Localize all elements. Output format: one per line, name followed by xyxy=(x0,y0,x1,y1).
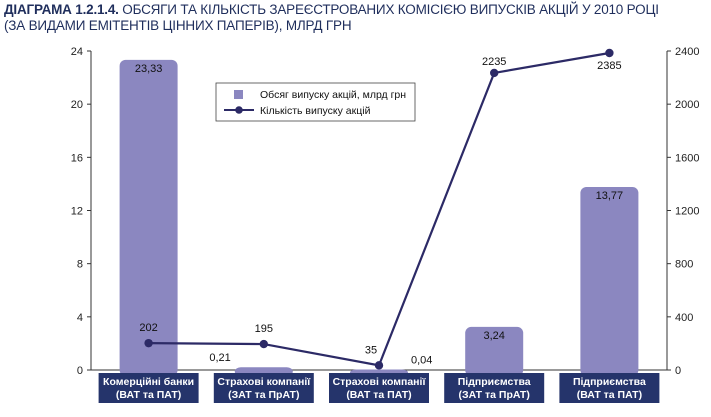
y-left-tick-label: 16 xyxy=(71,152,83,164)
chart-title-rest: ОБСЯГИ ТА КІЛЬКІСТЬ ЗАРЕЄСТРОВАНИХ КОМІС… xyxy=(118,2,659,17)
line-series xyxy=(144,48,614,370)
chart-title-bold: ДІАГРАМА 1.2.1.4. xyxy=(4,2,119,17)
category-label: Підприємства xyxy=(573,376,646,388)
y-left-tick-label: 8 xyxy=(77,259,83,271)
line-value-label: 195 xyxy=(255,323,273,335)
category-label-bg xyxy=(329,373,429,403)
category-label: Страхові компанії xyxy=(217,376,311,388)
line-point xyxy=(144,338,153,348)
legend-line-label: Кількість випуску акцій xyxy=(260,105,371,117)
category-label-bg xyxy=(559,373,660,403)
chart-title-line2: (ЗА ВИДАМИ ЕМІТЕНТІВ ЦІННИХ ПАПЕРІВ), МЛ… xyxy=(4,18,352,33)
line-point xyxy=(374,361,384,370)
bar xyxy=(580,186,639,376)
y-right-tick-label: 0 xyxy=(675,365,681,377)
y-right-tick-label: 800 xyxy=(675,259,693,271)
y-right-tick-label: 2000 xyxy=(675,99,699,111)
category-label: (ВАТ та ПАТ) xyxy=(116,389,181,401)
y-left-tick-label: 20 xyxy=(71,99,83,111)
y-left-tick-label: 24 xyxy=(71,46,83,58)
line-value-label: 2235 xyxy=(482,56,506,68)
y-right-tick-label: 1200 xyxy=(675,206,699,218)
line-point xyxy=(490,68,499,78)
y-right-tick-label: 2400 xyxy=(675,46,699,58)
axes: 0 4 8 12 16 20 24 0 400 800 1200 1600 2000 2400 xyxy=(71,46,700,377)
y-left-tick-label: 4 xyxy=(77,312,83,324)
y-left-tick-label: 0 xyxy=(77,365,83,377)
legend-bar-swatch xyxy=(234,90,243,99)
bar-value-label: 0,21 xyxy=(209,352,230,364)
bar-value-label: 23,33 xyxy=(135,63,163,75)
data-labels: 23,33 0,21 0,04 3,24 13,77 202 195 35 2235 2385 xyxy=(135,56,623,367)
line-point xyxy=(259,339,268,349)
line-point xyxy=(605,48,614,58)
category-labels: Комерційні банки(ВАТ та ПАТ)Страхові ком… xyxy=(98,373,660,403)
legend: Обсяг випуску акцій, млрд грн Кількість в… xyxy=(215,82,416,122)
line-value-label: 35 xyxy=(365,344,377,356)
y-left-tick-label: 12 xyxy=(71,206,83,218)
line-value-label: 2385 xyxy=(597,60,621,72)
bar xyxy=(119,59,178,376)
category-label: (ЗАТ та ПрАТ) xyxy=(228,389,299,401)
y-right-tick-label: 1600 xyxy=(675,152,699,164)
chart-title: ДІАГРАМА 1.2.1.4. ОБСЯГИ ТА КІЛЬКІСТЬ ЗА… xyxy=(4,2,704,34)
bar-value-label: 13,77 xyxy=(596,190,624,202)
legend-bar-label: Обсяг випуску акцій, млрд грн xyxy=(260,89,406,101)
category-label: (ВАТ та ПАТ) xyxy=(346,389,411,401)
bar-value-label: 3,24 xyxy=(483,330,504,342)
category-label-bg xyxy=(98,373,199,403)
category-label: (ВАТ та ПАТ) xyxy=(577,389,642,401)
legend-line-marker xyxy=(235,106,243,114)
line-value-label: 202 xyxy=(139,322,157,334)
legend-box xyxy=(215,82,416,122)
category-label-bg xyxy=(213,373,314,403)
y-right-tick-label: 400 xyxy=(675,312,693,324)
category-label: Комерційні банки xyxy=(103,376,194,388)
category-label: Підприємства xyxy=(458,376,531,388)
bar xyxy=(465,326,524,376)
category-label-bg xyxy=(444,373,545,403)
bar-value-label: 0,04 xyxy=(411,354,432,366)
category-label: (ЗАТ та ПрАТ) xyxy=(459,389,530,401)
category-label: Страхові компанії xyxy=(333,376,427,388)
bar-series xyxy=(119,59,639,376)
